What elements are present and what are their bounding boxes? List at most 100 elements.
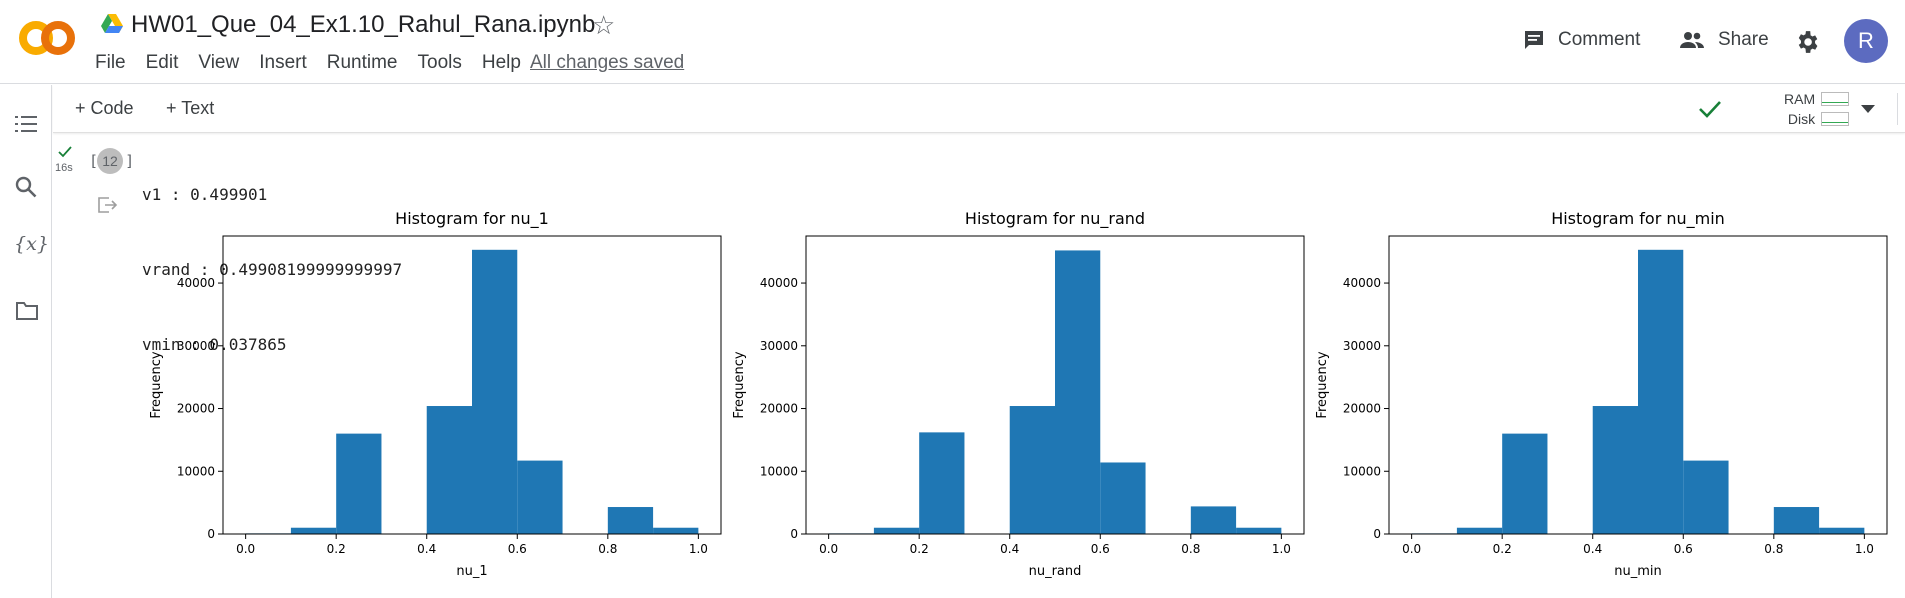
histogram-bar: [426, 406, 472, 534]
resource-monitor[interactable]: RAM Disk: [1784, 89, 1815, 129]
x-tick-label: 0.2: [1493, 542, 1512, 556]
left-sidebar: {x}: [0, 85, 52, 598]
add-code-button[interactable]: + Code: [75, 98, 134, 118]
search-icon[interactable]: [15, 176, 37, 198]
histogram-bar: [919, 432, 965, 534]
x-axis-label: nu_1: [456, 564, 487, 579]
menu-file[interactable]: File: [95, 52, 126, 73]
y-axis-label: Frequency: [732, 351, 747, 418]
menu-runtime[interactable]: Runtime: [326, 52, 398, 73]
run-cell-button[interactable]: 12: [97, 148, 123, 174]
y-tick-label: 10000: [177, 464, 215, 478]
x-tick-label: 1.0: [689, 542, 708, 556]
x-tick-label: 0.6: [1091, 542, 1110, 556]
x-tick-label: 0.8: [1764, 542, 1783, 556]
comment-label: Comment: [1558, 29, 1641, 50]
histogram-bar: [1592, 406, 1638, 534]
comment-button[interactable]: Comment: [1522, 28, 1640, 52]
x-tick-label: 0.4: [1583, 542, 1602, 556]
star-icon[interactable]: ☆: [592, 10, 616, 40]
output-actions-icon[interactable]: [97, 196, 119, 214]
output-line: vmin : 0.037865: [142, 335, 287, 354]
table-of-contents-icon[interactable]: [15, 115, 37, 133]
y-tick-label: 30000: [177, 339, 215, 353]
histogram-bar: [1683, 460, 1729, 534]
x-tick-label: 0.4: [1000, 542, 1019, 556]
y-axis-label: Frequency: [1315, 351, 1330, 418]
histogram-bar: [1456, 527, 1503, 534]
chart-title: Histogram for nu_1: [395, 209, 549, 229]
x-tick-label: 0.0: [1402, 542, 1421, 556]
variables-icon[interactable]: {x}: [14, 233, 49, 255]
app-header: HW01_Que_04_Ex1.10_Rahul_Rana.ipynb ☆ Fi…: [0, 0, 1905, 84]
histogram-bar: [1773, 507, 1820, 534]
menu-insert[interactable]: Insert: [259, 52, 307, 73]
disk-label: Disk: [1787, 111, 1816, 127]
output-line: v1 : 0.499901: [142, 185, 268, 204]
x-tick-label: 0.6: [1674, 542, 1693, 556]
x-tick-label: 0.8: [1181, 542, 1200, 556]
x-tick-label: 0.4: [417, 542, 436, 556]
gear-icon[interactable]: [1794, 29, 1820, 55]
histogram-bar: [1055, 250, 1101, 534]
x-tick-label: 0.2: [910, 542, 929, 556]
y-tick-label: 0: [790, 527, 798, 541]
colab-logo-icon[interactable]: [18, 18, 76, 58]
y-tick-label: 0: [207, 527, 215, 541]
x-tick-label: 1.0: [1272, 542, 1291, 556]
exec-time: 16s: [55, 162, 73, 174]
histogram-bar: [1190, 506, 1237, 534]
x-tick-label: 0.0: [819, 542, 838, 556]
google-drive-icon[interactable]: [101, 14, 123, 34]
histogram-bar: [653, 527, 699, 534]
ram-usage-bar: [1821, 92, 1849, 106]
histogram-bar: [873, 527, 920, 534]
add-text-button[interactable]: + Text: [166, 98, 215, 118]
x-axis-label: nu_min: [1614, 564, 1662, 579]
chart-title: Histogram for nu_rand: [965, 209, 1145, 229]
folder-icon[interactable]: [15, 301, 39, 321]
y-tick-label: 20000: [177, 402, 215, 416]
menu-view[interactable]: View: [198, 52, 240, 73]
y-tick-label: 10000: [760, 464, 798, 478]
y-tick-label: 10000: [1343, 464, 1381, 478]
plot-frame: [222, 235, 722, 535]
y-tick-label: 40000: [1343, 276, 1381, 290]
menu-help[interactable]: Help: [481, 52, 521, 73]
share-button[interactable]: Share: [1678, 28, 1769, 52]
menu-tools[interactable]: Tools: [417, 52, 462, 73]
histogram-bar: [1819, 527, 1865, 534]
histogram-bar: [517, 460, 563, 534]
menu-edit[interactable]: Edit: [145, 52, 179, 73]
notebook-toolbar: + Code + Text RAM Disk: [53, 85, 1905, 133]
histogram-bar: [607, 507, 654, 534]
histogram-bar: [290, 527, 337, 534]
chevron-down-icon[interactable]: [1861, 105, 1875, 113]
save-status-link[interactable]: All changes saved: [530, 52, 685, 73]
disk-usage-bar: [1821, 112, 1849, 126]
y-tick-label: 20000: [760, 402, 798, 416]
x-tick-label: 0.2: [327, 542, 346, 556]
share-label: Share: [1718, 29, 1769, 50]
y-tick-label: 20000: [1343, 402, 1381, 416]
toolbar-divider: [1897, 93, 1898, 125]
menu-bar: File Edit View Insert Runtime Tools Help: [95, 52, 541, 74]
check-icon: [58, 146, 72, 158]
histogram-bar: [1009, 406, 1055, 534]
cell-output-text: v1 : 0.499901 vrand : 0.4990819999999999…: [142, 132, 402, 382]
plot-frame: [1388, 235, 1888, 535]
histogram-bar: [1638, 249, 1684, 534]
histogram-bar: [472, 249, 518, 534]
avatar[interactable]: R: [1844, 19, 1888, 63]
y-tick-label: 30000: [1343, 339, 1381, 353]
chart-title: Histogram for nu_min: [1551, 209, 1725, 229]
y-tick-label: 0: [1373, 527, 1381, 541]
plot-frame: [805, 235, 1305, 535]
notebook-title[interactable]: HW01_Que_04_Ex1.10_Rahul_Rana.ipynb: [131, 11, 596, 38]
y-axis-label: Frequency: [149, 351, 164, 418]
connected-check-icon: [1699, 101, 1721, 118]
y-tick-label: 30000: [760, 339, 798, 353]
histogram-bar: [1100, 462, 1146, 534]
histogram-bar: [336, 433, 382, 534]
ram-label: RAM: [1784, 91, 1816, 107]
